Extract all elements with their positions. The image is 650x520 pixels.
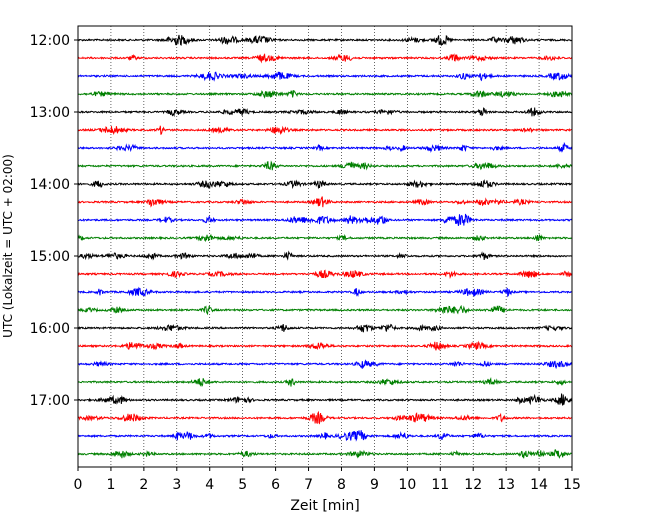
trace-line <box>77 89 573 99</box>
x-tick-label: 13 <box>497 477 515 493</box>
trace-line <box>77 179 573 190</box>
trace-line <box>77 34 573 47</box>
x-tick-label: 4 <box>205 477 214 493</box>
trace-line <box>77 53 573 64</box>
trace-line <box>77 125 573 136</box>
x-tick-label: 2 <box>139 477 148 493</box>
trace-line <box>77 160 573 171</box>
y-tick-label: 12:00 <box>30 33 70 49</box>
x-tick-label: 14 <box>530 477 548 493</box>
trace-line <box>77 359 573 370</box>
y-tick-label: 14:00 <box>30 177 70 193</box>
y-tick-label: 13:00 <box>30 105 70 121</box>
seismic-traces <box>77 34 573 459</box>
trace-line <box>77 286 573 298</box>
x-tick-label: 12 <box>464 477 482 493</box>
x-axis-ticks: 0 1 2 3 4 5 6 7 8 9 10 11 12 13 14 15 <box>74 467 581 493</box>
trace-line <box>77 323 573 333</box>
trace-line <box>77 340 573 351</box>
x-tick-label: 0 <box>74 477 83 493</box>
x-tick-label: 6 <box>271 477 280 493</box>
y-axis-ticks: 12:00 13:00 14:00 15:00 16:00 17:00 <box>30 33 78 409</box>
x-axis-label: Zeit [min] <box>290 498 359 514</box>
x-tick-label: 7 <box>304 477 313 493</box>
trace-line <box>77 196 573 208</box>
trace-line <box>77 376 573 388</box>
y-axis-label: UTC (Lokalzeit = UTC + 02:00) <box>1 154 15 338</box>
trace-line <box>77 269 573 280</box>
x-tick-label: 1 <box>106 477 115 493</box>
x-tick-label: 11 <box>431 477 449 493</box>
trace-line <box>77 233 573 243</box>
trace-line <box>77 141 573 153</box>
x-tick-label: 15 <box>563 477 581 493</box>
trace-line <box>77 410 573 425</box>
x-tick-label: 3 <box>172 477 181 493</box>
x-tick-label: 10 <box>398 477 416 493</box>
trace-line <box>77 393 573 406</box>
y-tick-label: 16:00 <box>30 321 70 337</box>
y-tick-label: 15:00 <box>30 249 70 265</box>
x-tick-label: 9 <box>370 477 379 493</box>
y-tick-label: 17:00 <box>30 393 70 409</box>
trace-line <box>77 304 573 316</box>
plot-frame <box>77 25 573 468</box>
x-tick-label: 5 <box>238 477 247 493</box>
trace-line <box>77 107 573 118</box>
x-tick-label: 8 <box>337 477 346 493</box>
plot-background <box>78 26 572 467</box>
trace-line <box>77 213 573 226</box>
trace-line <box>77 430 573 442</box>
trace-line <box>77 449 573 459</box>
trace-line <box>77 71 573 82</box>
trace-line <box>77 250 573 261</box>
